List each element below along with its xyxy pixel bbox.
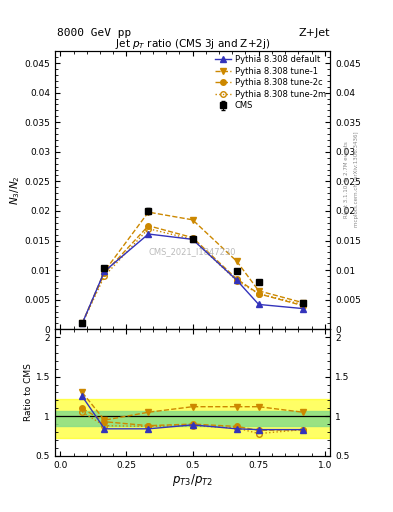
Title: Jet $p_T$ ratio (CMS 3j and Z+2j): Jet $p_T$ ratio (CMS 3j and Z+2j) — [115, 37, 270, 51]
Pythia 8.308 tune-2c — [301, 303, 305, 309]
Pythia 8.308 tune-1 — [234, 258, 239, 264]
Pythia 8.308 tune-1 — [256, 288, 261, 294]
Pythia 8.308 default — [146, 231, 151, 237]
Line: Pythia 8.308 tune-2c: Pythia 8.308 tune-2c — [79, 223, 306, 326]
Line: Pythia 8.308 tune-1: Pythia 8.308 tune-1 — [79, 209, 306, 326]
Pythia 8.308 default — [234, 277, 239, 283]
Pythia 8.308 tune-2c — [190, 234, 195, 241]
Pythia 8.308 default — [301, 306, 305, 312]
Bar — [55, 399, 330, 438]
Pythia 8.308 tune-2m — [80, 321, 84, 327]
Pythia 8.308 tune-2c — [102, 270, 107, 276]
Y-axis label: $N_3$/$N_2$: $N_3$/$N_2$ — [8, 175, 22, 205]
Text: 8000 GeV pp: 8000 GeV pp — [57, 28, 131, 38]
Legend: Pythia 8.308 default, Pythia 8.308 tune-1, Pythia 8.308 tune-2c, Pythia 8.308 tu: Pythia 8.308 default, Pythia 8.308 tune-… — [213, 54, 328, 112]
Pythia 8.308 tune-1 — [146, 209, 151, 215]
Bar — [55, 411, 330, 425]
Pythia 8.308 default — [102, 268, 107, 274]
Pythia 8.308 tune-2c — [80, 321, 84, 327]
Text: CMS_2021_I1847230: CMS_2021_I1847230 — [149, 247, 236, 256]
Pythia 8.308 tune-2c — [234, 276, 239, 282]
Pythia 8.308 default — [190, 236, 195, 242]
Pythia 8.308 default — [256, 302, 261, 308]
Line: Pythia 8.308 tune-2m: Pythia 8.308 tune-2m — [79, 226, 306, 326]
Text: Rivet 3.1.10, ≥ 2.7M events: Rivet 3.1.10, ≥ 2.7M events — [344, 141, 349, 218]
Pythia 8.308 tune-2m — [234, 278, 239, 284]
Text: mcplots.cern.ch [arXiv:1306.3436]: mcplots.cern.ch [arXiv:1306.3436] — [354, 132, 359, 227]
Pythia 8.308 tune-1 — [80, 321, 84, 327]
Pythia 8.308 tune-2m — [102, 273, 107, 279]
Pythia 8.308 tune-2m — [256, 291, 261, 297]
Pythia 8.308 default — [80, 321, 84, 327]
Y-axis label: Ratio to CMS: Ratio to CMS — [24, 364, 33, 421]
Pythia 8.308 tune-2m — [146, 226, 151, 232]
Pythia 8.308 tune-2c — [146, 223, 151, 229]
Pythia 8.308 tune-1 — [102, 268, 107, 274]
Line: Pythia 8.308 default: Pythia 8.308 default — [79, 231, 306, 326]
Pythia 8.308 tune-1 — [301, 300, 305, 306]
X-axis label: $p_{T3}/p_{T2}$: $p_{T3}/p_{T2}$ — [172, 472, 213, 488]
Pythia 8.308 tune-1 — [190, 217, 195, 223]
Pythia 8.308 tune-2m — [301, 302, 305, 308]
Pythia 8.308 tune-2m — [190, 236, 195, 242]
Text: Z+Jet: Z+Jet — [299, 28, 330, 38]
Pythia 8.308 tune-2c — [256, 291, 261, 297]
